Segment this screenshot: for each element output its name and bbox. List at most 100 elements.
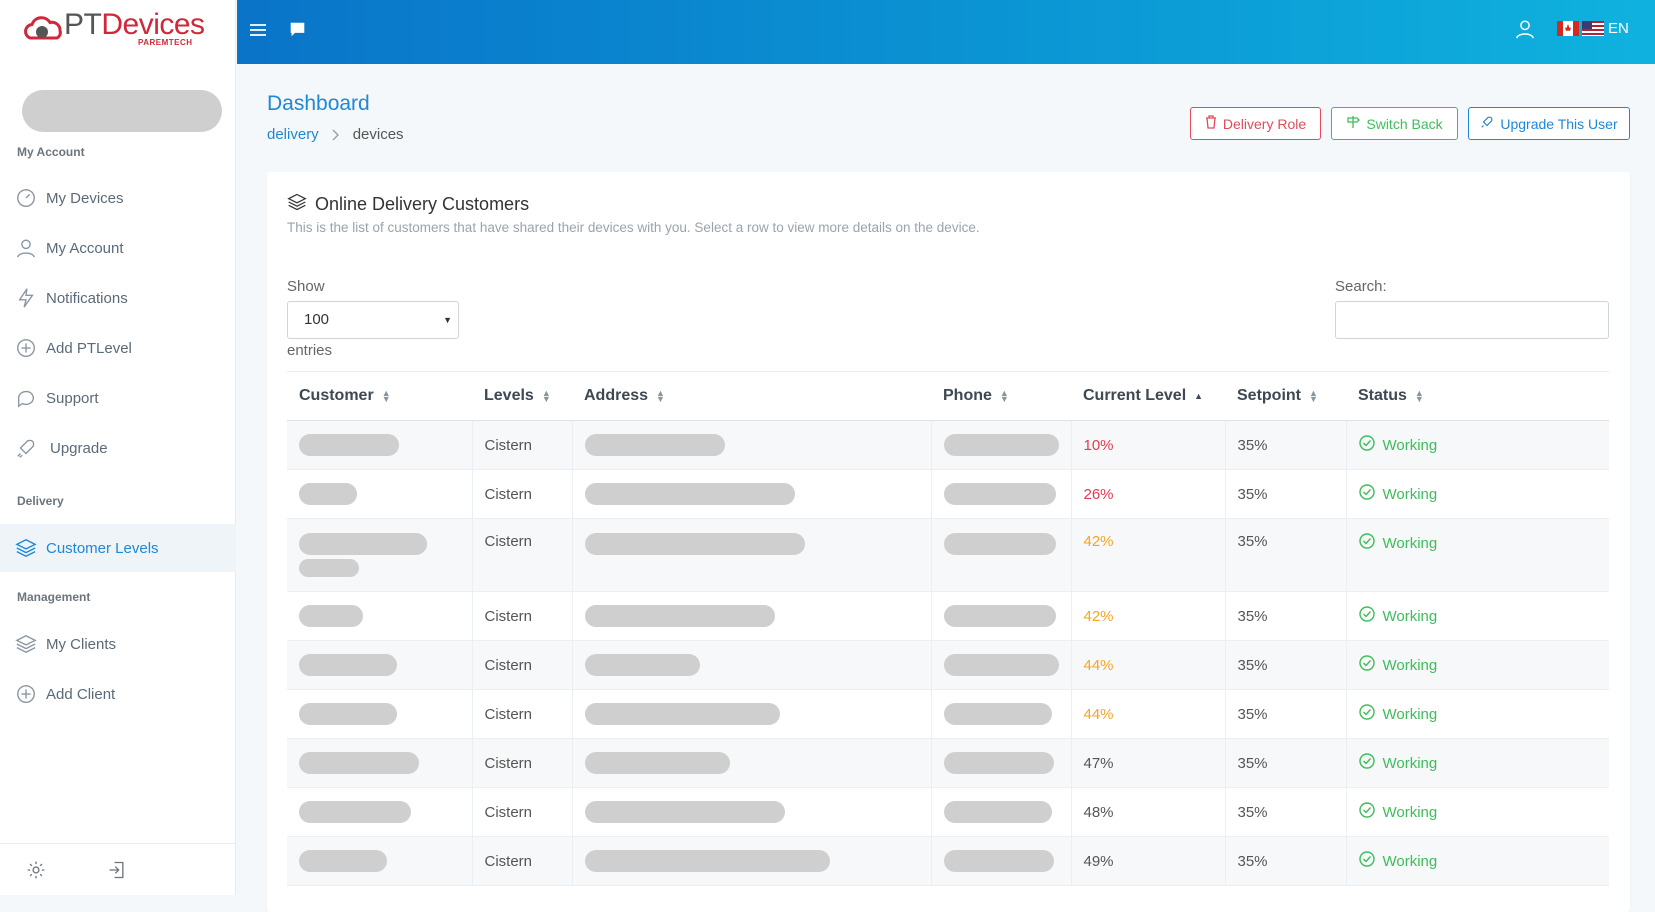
status-cell: Working <box>1346 591 1609 641</box>
status-cell: Working <box>1346 640 1609 690</box>
speedometer-icon <box>14 186 38 210</box>
current-level-cell: 44% <box>1071 640 1226 690</box>
address-cell <box>572 640 932 690</box>
table-row[interactable]: Cistern 42% 35% Working <box>287 518 1609 592</box>
check-circle-icon <box>1358 533 1375 553</box>
status-cell: Working <box>1346 518 1609 592</box>
table-row[interactable]: Cistern 26% 35% Working <box>287 469 1609 519</box>
sidebar-item-notifications[interactable]: Notifications <box>0 274 236 322</box>
customer-name-redacted <box>299 533 427 555</box>
sidebar: PTDevices PAREMTECH My Account My Device… <box>0 0 236 895</box>
status-text: Working <box>1382 607 1438 625</box>
sidebar-item-label: Support <box>46 389 99 407</box>
status-text: Working <box>1382 754 1438 772</box>
customer-cell <box>287 420 473 470</box>
sort-asc-icon: ▲ <box>1194 390 1204 401</box>
column-setpoint[interactable]: Setpoint ▲ ▼ <box>1225 371 1346 421</box>
delivery-role-button[interactable]: Delivery Role <box>1190 107 1321 140</box>
sidebar-item-my-account[interactable]: My Account <box>0 224 236 272</box>
setpoint-cell: 35% <box>1225 738 1347 788</box>
logout-icon[interactable] <box>107 860 127 885</box>
card-title-text: Online Delivery Customers <box>315 194 530 214</box>
customer-name-redacted <box>299 703 397 725</box>
phone-redacted <box>943 654 1059 676</box>
sidebar-item-label: Add Client <box>46 685 116 703</box>
table-row[interactable]: Cistern 48% 35% Working <box>287 787 1609 837</box>
table-row[interactable]: Cistern 44% 35% Working <box>287 689 1609 739</box>
status-cell: Working <box>1346 836 1609 886</box>
breadcrumb: delivery devices <box>267 126 404 143</box>
status-cell: Working <box>1346 689 1609 739</box>
plus-circle-icon <box>14 682 38 706</box>
entries-select[interactable]: 100 ▼ <box>287 301 459 339</box>
upgrade-user-button[interactable]: Upgrade This User <box>1468 107 1630 140</box>
table-row[interactable]: Cistern 42% 35% Working <box>287 591 1609 641</box>
check-circle-icon <box>1358 802 1375 822</box>
switch-back-button[interactable]: Switch Back <box>1331 107 1458 140</box>
sidebar-item-support[interactable]: Support <box>0 374 236 422</box>
sidebar-item-upgrade[interactable]: Upgrade <box>0 424 236 472</box>
address-cell <box>572 591 932 641</box>
layers-icon <box>14 536 38 560</box>
usa-flag-icon[interactable] <box>1582 21 1604 41</box>
table-row[interactable]: Cistern 47% 35% Working <box>287 738 1609 788</box>
hamburger-menu-icon[interactable] <box>248 20 268 45</box>
status-cell: Working <box>1346 738 1609 788</box>
levels-cell: Cistern <box>472 469 573 519</box>
address-redacted <box>584 654 700 676</box>
address-redacted <box>584 801 785 823</box>
column-current-level[interactable]: Current Level ▲ <box>1071 371 1225 421</box>
sidebar-item-add-ptlevel[interactable]: Add PTLevel <box>0 324 236 372</box>
phone-cell <box>931 787 1072 837</box>
user-profile-icon[interactable] <box>1514 18 1536 45</box>
sidebar-footer <box>0 843 236 895</box>
phone-cell <box>931 518 1072 592</box>
current-level-cell: 10% <box>1071 420 1226 470</box>
sidebar-item-my-devices[interactable]: My Devices <box>0 174 236 222</box>
column-address[interactable]: Address ▲ ▼ <box>572 371 931 421</box>
entries-label: entries <box>287 342 333 359</box>
phone-redacted <box>943 434 1059 456</box>
current-level-cell: 49% <box>1071 836 1226 886</box>
card-title: Online Delivery Customers <box>287 192 529 217</box>
sort-icon: ▲ ▼ <box>656 387 665 404</box>
language-code[interactable]: EN <box>1608 20 1629 37</box>
section-management: Management <box>17 590 91 604</box>
status-cell: Working <box>1346 787 1609 837</box>
delivery-role-label: Delivery Role <box>1222 115 1307 132</box>
search-input[interactable] <box>1335 301 1609 339</box>
layers-icon <box>287 192 307 217</box>
sidebar-item-label: Notifications <box>46 289 128 307</box>
sidebar-item-my-clients[interactable]: My Clients <box>0 620 236 668</box>
search-label: Search: <box>1335 278 1387 295</box>
column-customer[interactable]: Customer ▲ ▼ <box>287 371 472 421</box>
table-row[interactable]: Cistern 49% 35% Working <box>287 836 1609 886</box>
sidebar-item-label: My Devices <box>46 189 124 207</box>
sidebar-item-add-client[interactable]: Add Client <box>0 670 236 718</box>
caret-down-icon: ▼ <box>443 315 452 325</box>
table-row[interactable]: Cistern 44% 35% Working <box>287 640 1609 690</box>
check-circle-icon <box>1358 606 1375 626</box>
customer-name-redacted <box>299 605 363 627</box>
canada-flag-icon[interactable] <box>1557 21 1579 41</box>
setpoint-cell: 35% <box>1225 640 1347 690</box>
sort-icon: ▲ ▼ <box>999 387 1009 404</box>
column-levels[interactable]: Levels ▲ ▼ <box>472 371 572 421</box>
column-status[interactable]: Status ▲ ▼ <box>1346 371 1609 421</box>
rocket-icon <box>14 436 38 460</box>
sort-icon: ▲ ▼ <box>1309 387 1318 404</box>
sort-icon: ▲ ▼ <box>1414 387 1424 404</box>
column-phone[interactable]: Phone ▲ ▼ <box>931 371 1071 421</box>
message-icon[interactable] <box>289 21 306 43</box>
breadcrumb-link-delivery[interactable]: delivery <box>267 126 319 143</box>
sidebar-item-customer-levels[interactable]: Customer Levels <box>0 524 236 572</box>
table-row[interactable]: Cistern 10% 35% Working <box>287 420 1609 470</box>
current-level-cell: 42% <box>1071 518 1226 592</box>
status-text: Working <box>1382 436 1438 454</box>
address-cell <box>572 689 932 739</box>
signpost-icon <box>1346 115 1361 132</box>
phone-cell <box>931 469 1072 519</box>
gear-icon[interactable] <box>26 860 46 885</box>
setpoint-cell: 35% <box>1225 787 1347 837</box>
brand-logo[interactable]: PTDevices <box>20 8 205 54</box>
